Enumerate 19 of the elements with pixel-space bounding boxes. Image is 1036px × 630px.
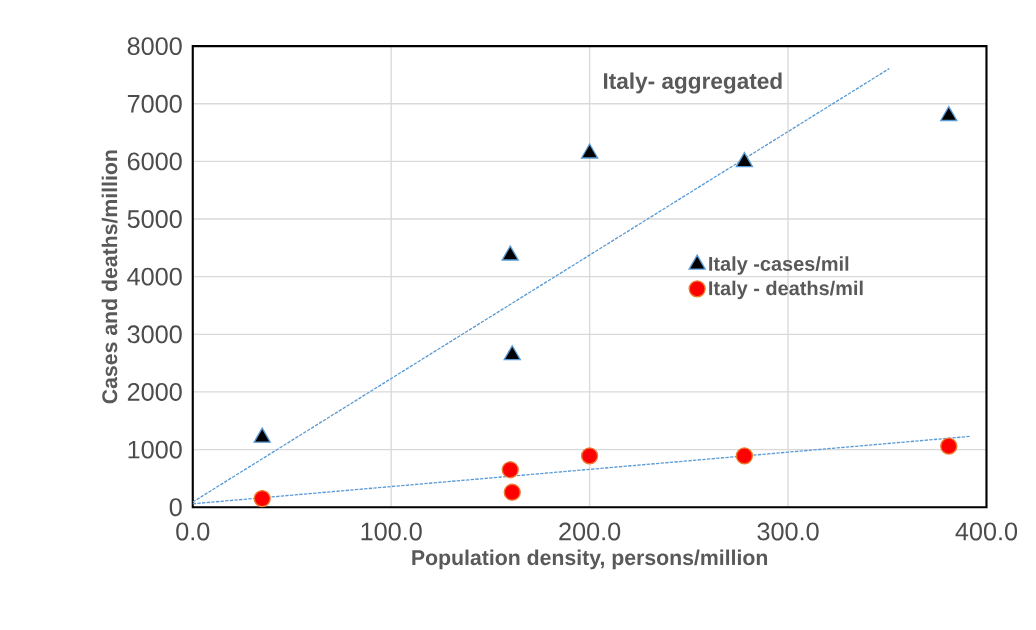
y-tick-label: 7000 (127, 94, 182, 113)
x-tick-label: 400.0 (955, 522, 1018, 541)
y-tick-label: 3000 (127, 325, 182, 344)
legend-label: Italy - deaths/mil (709, 280, 863, 300)
y-tick-label: 0 (169, 498, 182, 517)
y-tick-label: 6000 (127, 152, 182, 171)
x-tick-label: 100.0 (361, 522, 422, 541)
legend-label: Italy -cases/mil (709, 256, 849, 275)
x-tick-label: 0.0 (176, 522, 210, 541)
x-tick-label: 200.0 (559, 522, 621, 541)
y-tick-label: 2000 (127, 382, 182, 401)
y-tick-label: 8000 (127, 37, 182, 56)
x-tick-label: 300.0 (757, 522, 819, 541)
x-axis-title: Population density, persons/million (412, 549, 768, 570)
annotation: Italy- aggregated (603, 72, 782, 94)
y-axis-title: Cases and deaths/million (101, 150, 118, 404)
y-tick-label: 1000 (128, 440, 182, 459)
y-tick-label: 5000 (127, 210, 182, 228)
y-tick-label: 4000 (127, 267, 182, 286)
